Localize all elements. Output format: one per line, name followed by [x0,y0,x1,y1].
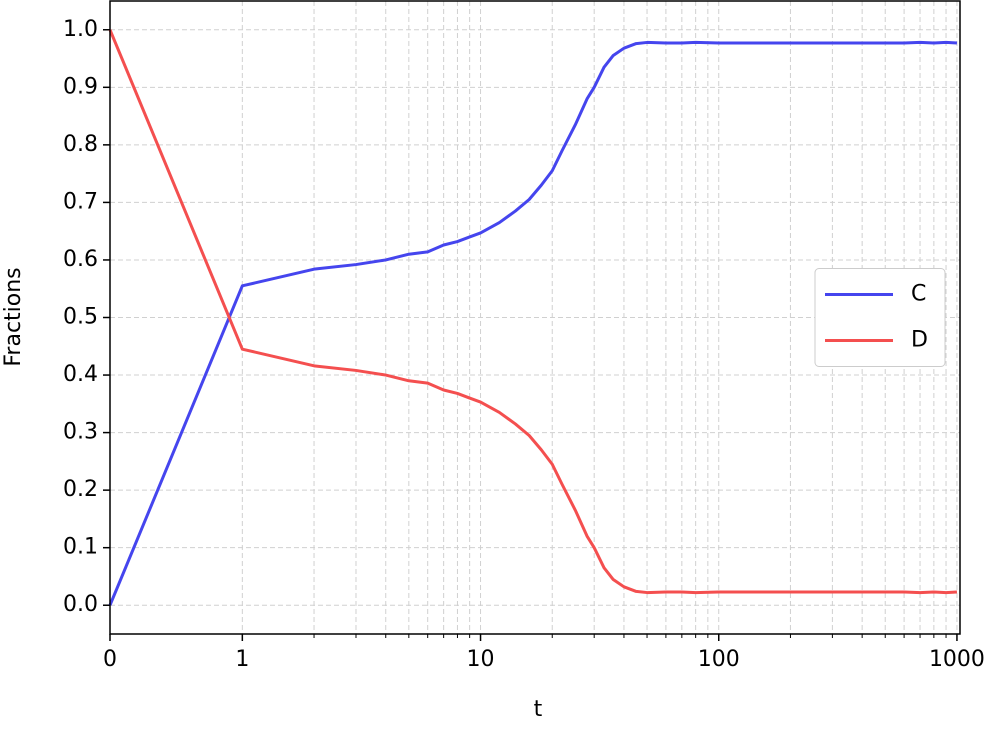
x-tick-label: 1000 [929,647,985,672]
y-tick-label: 0.4 [63,362,98,387]
y-tick-label: 0.7 [63,189,98,214]
legend-label: C [911,282,926,307]
x-tick-label: 0 [103,647,117,672]
y-tick-label: 0.6 [63,247,98,272]
legend-label: D [911,328,928,353]
x-axis-label: t [534,697,543,722]
series-line [108,40,958,606]
y-tick-label: 0.8 [63,132,98,157]
series-line [108,29,958,595]
x-tick-label: 1 [235,647,249,672]
y-tick-label: 0.5 [63,305,98,330]
y-tick-label: 0.0 [63,592,98,617]
x-tick-label: 10 [467,647,495,672]
y-tick-label: 0.2 [63,477,98,502]
y-tick-label: 0.9 [63,74,98,99]
legend: CD [814,268,946,367]
y-tick-label: 0.1 [63,535,98,560]
x-tick-label: 100 [698,647,740,672]
plot-frame [109,0,961,635]
y-tick-label: 1.0 [63,17,98,42]
y-tick-label: 0.3 [63,420,98,445]
y-axis-label: Fractions [1,267,26,366]
